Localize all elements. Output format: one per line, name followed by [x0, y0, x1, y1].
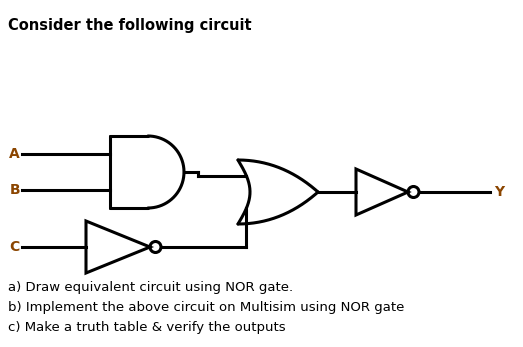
- Text: C: C: [10, 240, 20, 254]
- Text: B: B: [9, 183, 20, 197]
- Text: Consider the following circuit: Consider the following circuit: [8, 17, 252, 33]
- Text: c) Make a truth table & verify the outputs: c) Make a truth table & verify the outpu…: [8, 321, 286, 333]
- Text: Y: Y: [494, 185, 504, 199]
- Text: b) Implement the above circuit on Multisim using NOR gate: b) Implement the above circuit on Multis…: [8, 301, 404, 313]
- Text: A: A: [9, 147, 20, 161]
- Text: a) Draw equivalent circuit using NOR gate.: a) Draw equivalent circuit using NOR gat…: [8, 280, 293, 294]
